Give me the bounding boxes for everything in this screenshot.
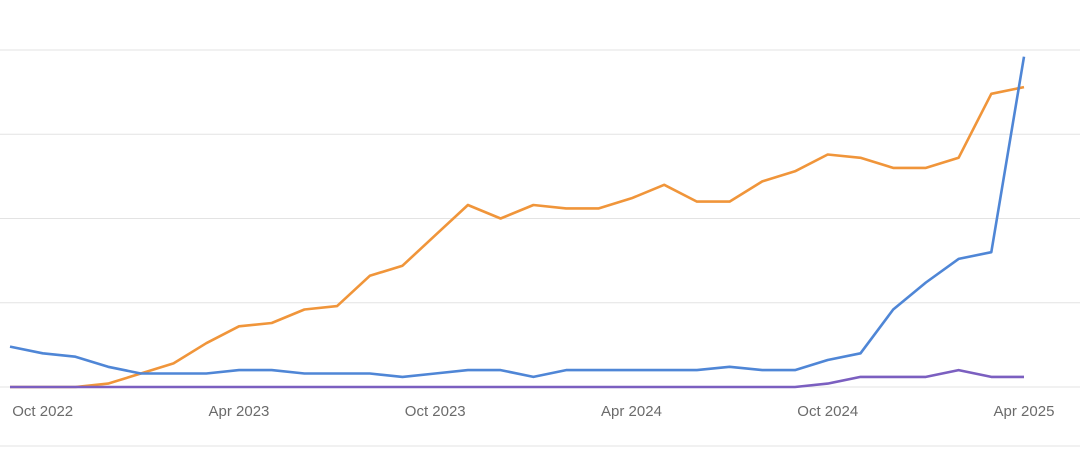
series-line [10,85,1025,389]
series-line [9,56,1026,379]
x-tick-label: Apr 2023 [209,403,270,420]
series-line [10,368,1024,389]
x-tick-label: Oct 2024 [797,403,858,420]
x-tick-label: Oct 2023 [405,403,466,420]
x-tick-label: Oct 2022 [12,403,73,420]
x-tick-label: Apr 2024 [601,403,662,420]
x-tick-label: Apr 2025 [994,403,1055,420]
